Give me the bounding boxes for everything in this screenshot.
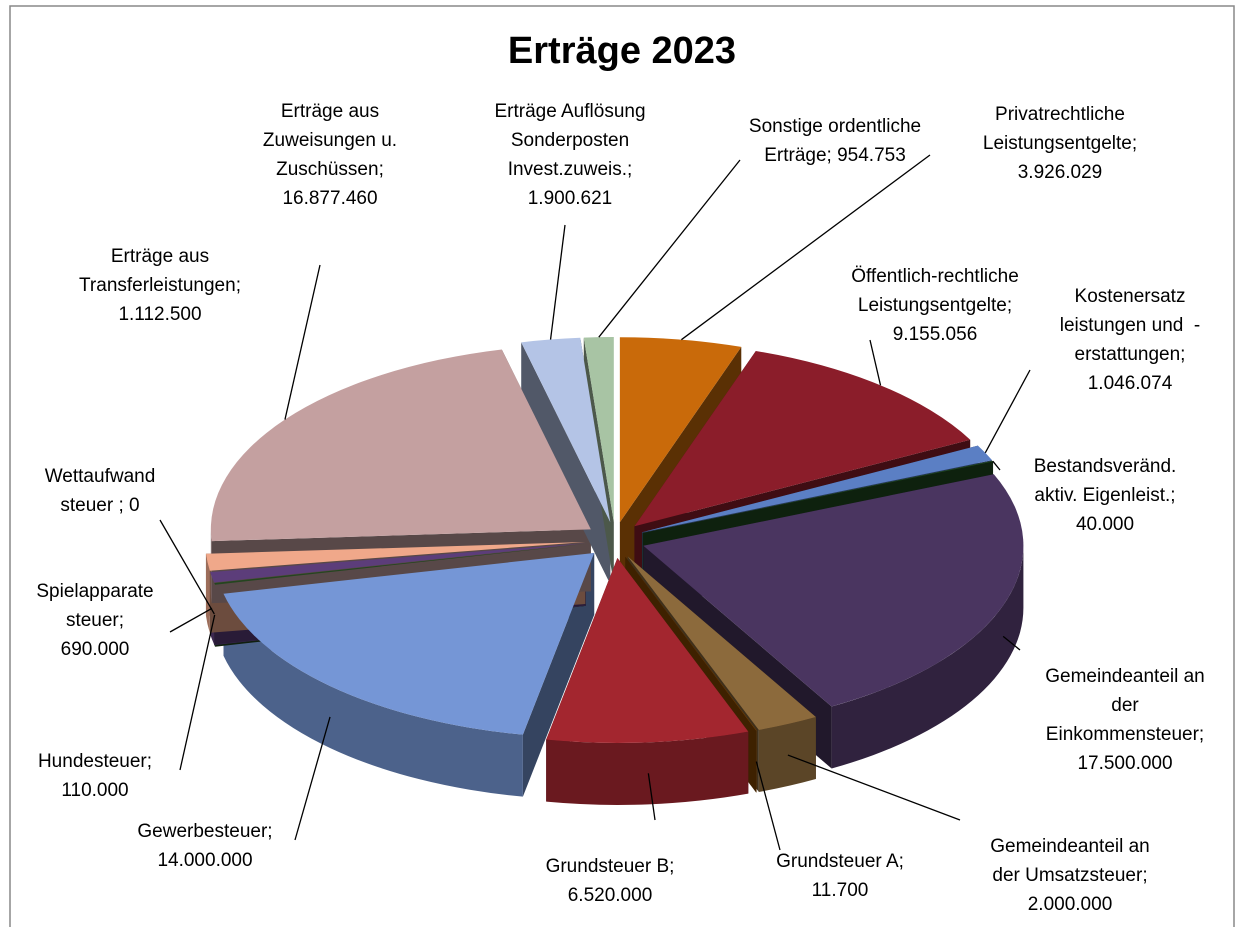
pie-slice bbox=[546, 557, 749, 743]
data-label: Grundsteuer B; 6.520.000 bbox=[545, 856, 675, 906]
pie-slice bbox=[643, 474, 1024, 707]
leader-line bbox=[755, 761, 781, 851]
data-label: Erträge aus Transferleistungen; 1.112.50… bbox=[79, 246, 241, 325]
slice-wall bbox=[831, 545, 1024, 769]
pie-slice bbox=[214, 543, 586, 585]
slice-wall bbox=[546, 731, 749, 805]
data-label: Gewerbesteuer; 14.000.000 bbox=[137, 821, 273, 871]
data-label: Sonstige ordentliche Erträge; 954.753 bbox=[748, 116, 922, 166]
leader-line bbox=[680, 154, 931, 341]
leader-line bbox=[647, 773, 656, 821]
layer bbox=[159, 154, 1031, 851]
leader-line bbox=[549, 224, 566, 340]
pie-slice bbox=[205, 541, 586, 571]
layer bbox=[205, 337, 1024, 743]
data-label: Kostenersatz leistungen und - erstattung… bbox=[1059, 286, 1201, 394]
data-label: Gemeindeanteil an der Einkommensteuer; 1… bbox=[1045, 666, 1205, 774]
leader-line bbox=[169, 607, 213, 633]
data-label: Erträge aus Zuweisungen u. Zuschüssen; 1… bbox=[262, 101, 398, 209]
slice-wall bbox=[758, 717, 816, 792]
pie-slice bbox=[634, 350, 971, 527]
data-label: Erträge Auflösung Sonderposten Invest.zu… bbox=[494, 101, 646, 209]
leader-line bbox=[598, 159, 741, 338]
chart-title: Erträge 2023 bbox=[507, 30, 737, 72]
leader-line bbox=[992, 460, 1001, 471]
pie-slice bbox=[210, 543, 586, 583]
pie-slice bbox=[210, 349, 591, 542]
leader-line bbox=[984, 369, 1031, 454]
data-label: Privatrechtliche Leistungsentgelte; 3.92… bbox=[982, 104, 1138, 183]
data-label: Öffentlich-rechtliche Leistungsentgelte;… bbox=[851, 266, 1019, 345]
chart-border bbox=[9, 5, 1235, 927]
data-label: Grundsteuer A; 11.700 bbox=[776, 851, 904, 901]
leader-line bbox=[159, 519, 215, 615]
data-label: Wettaufwand steuer ; 0 bbox=[44, 466, 156, 516]
pie-slice bbox=[583, 337, 614, 523]
leader-line bbox=[1002, 635, 1021, 651]
pie-slice bbox=[214, 543, 586, 583]
data-label: Bestandsveränd. aktiv. Eigenleist.; 40.0… bbox=[1033, 456, 1177, 535]
pie-slice bbox=[223, 552, 595, 735]
leader-line bbox=[179, 614, 216, 771]
leader-line bbox=[869, 339, 882, 386]
slice-wall bbox=[205, 553, 210, 633]
slice-wall bbox=[223, 593, 523, 797]
pie-slice bbox=[619, 337, 742, 523]
data-label: Gemeindeanteil an der Umsatzsteuer; 2.00… bbox=[990, 836, 1150, 915]
pie-slice bbox=[625, 556, 757, 731]
pie-slice bbox=[642, 445, 993, 533]
pie-slice bbox=[627, 556, 816, 730]
data-label: Spielapparate steuer; 690.000 bbox=[36, 581, 154, 660]
pie-slice bbox=[642, 460, 994, 534]
data-label: Hundesteuer; 110.000 bbox=[37, 751, 153, 801]
leader-line bbox=[294, 716, 331, 841]
leader-line bbox=[284, 264, 321, 420]
pie-slice bbox=[521, 337, 611, 523]
leader-line bbox=[787, 754, 961, 821]
